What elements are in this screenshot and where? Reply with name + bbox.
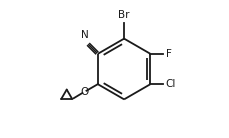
Text: N: N (81, 30, 89, 40)
Text: Cl: Cl (165, 79, 175, 89)
Text: F: F (165, 49, 171, 59)
Text: O: O (80, 87, 88, 97)
Text: Br: Br (118, 10, 129, 20)
